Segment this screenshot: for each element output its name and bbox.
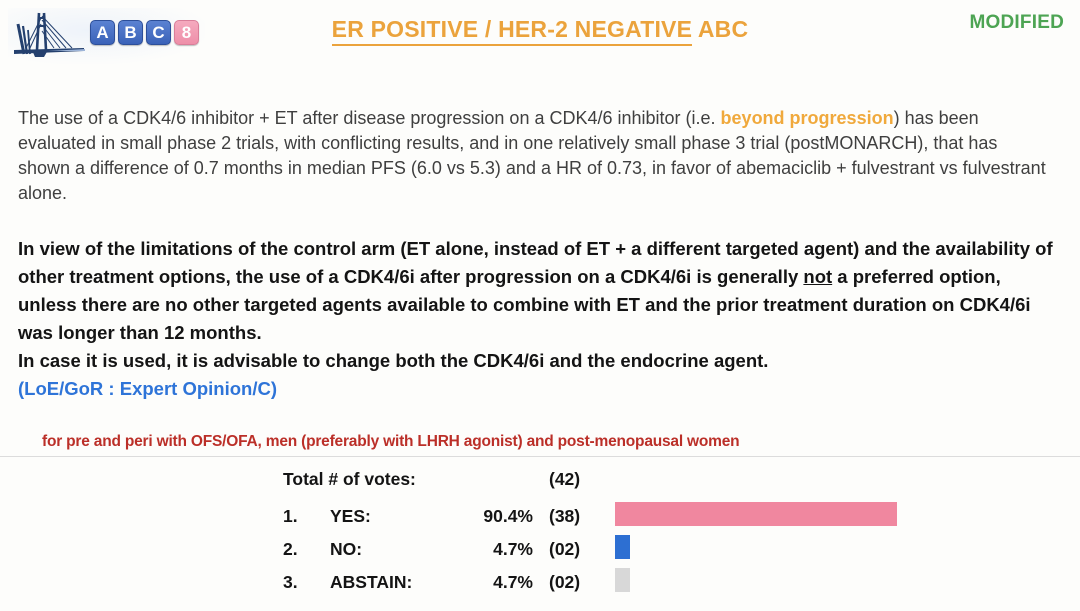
vote-row-count: (02) [549,539,581,559]
bridge-logo-icon [14,12,85,57]
not-underlined-word: not [803,266,833,287]
vote-row-index: 2. [283,539,298,559]
vote-row-count: (02) [549,572,581,592]
vote-row-index: 1. [283,506,298,526]
logo-letter-blocks: A B C 8 [90,20,199,45]
slide-body-text: The use of a CDK4/6 inhibitor + ET after… [0,106,1072,403]
recommendation-text-before: In view of the limitations of the contro… [18,238,1053,287]
abstain-bar [615,568,630,592]
page-title-rest: ABC [692,16,749,42]
yes-bar [615,502,897,526]
logo-letter-c: C [146,20,171,45]
total-votes-label: Total # of votes: [283,468,416,489]
vote-row-label: YES: [330,506,371,526]
vote-row-percent: 90.4% [483,506,533,526]
no-bar [615,535,630,559]
vote-row-label: NO: [330,539,363,559]
vote-row-no: 2. NO: 4.7% (02) [283,533,1080,566]
recommendation-paragraph: In view of the limitations of the contro… [18,235,1054,347]
page-title-underlined: ER POSITIVE / HER-2 NEGATIVE [331,16,693,46]
page-title: ER POSITIVE / HER-2 NEGATIVE ABC [0,16,1080,46]
loe-gor-line: (LoE/GoR : Expert Opinion/C) [18,378,277,399]
total-votes-row: Total # of votes: (42) [283,464,1080,494]
statement-text-after: ) has been evaluated in small phase 2 tr… [18,108,1046,203]
slide-header: A B C 8 ER POSITIVE / HER-2 NEGATIVE ABC… [0,0,1080,88]
vote-row-percent: 4.7% [493,572,533,592]
population-note: for pre and peri with OFS/OFA, men (pref… [42,433,740,450]
vote-row-label: ABSTAIN: [330,572,413,592]
vote-row-count: (38) [549,506,581,526]
vote-row-index: 3. [283,572,298,592]
abc8-conference-logo: A B C 8 [8,8,205,64]
beyond-progression-highlight: beyond progression [720,108,894,128]
logo-letter-a: A [90,20,115,45]
section-divider [0,456,1080,457]
logo-number-8: 8 [174,20,199,45]
vote-row-abstain: 3. ABSTAIN: 4.7% (02) [283,566,1080,599]
vote-row-percent: 4.7% [493,539,533,559]
advisory-line: In case it is used, it is advisable to c… [18,350,769,371]
modified-badge: MODIFIED [969,12,1064,33]
statement-paragraph: The use of a CDK4/6 inhibitor + ET after… [18,106,1054,206]
vote-row-yes: 1. YES: 90.4% (38) [283,500,1080,533]
vote-results-table: Total # of votes: (42) 1. YES: 90.4% (38… [283,464,1080,599]
logo-letter-b: B [118,20,143,45]
total-votes-value: (42) [549,468,581,489]
statement-text-before: The use of a CDK4/6 inhibitor + ET after… [18,108,721,128]
recommendation-text-after: a preferred option, unless there are no … [18,266,1031,343]
